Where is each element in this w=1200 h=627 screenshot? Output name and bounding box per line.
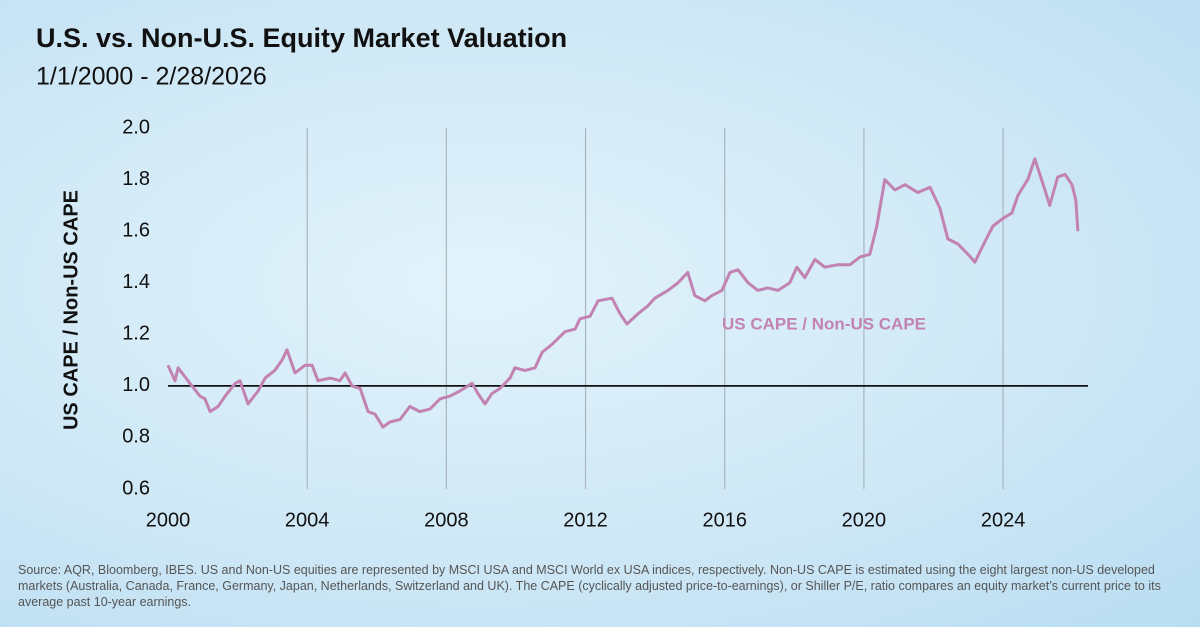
y-tick-label: 1.0 xyxy=(122,374,150,396)
y-tick-label: 1.6 xyxy=(122,219,150,241)
y-axis-label: US CAPE / Non-US CAPE xyxy=(60,190,82,430)
y-tick-label: 2.0 xyxy=(122,116,150,138)
y-tick-label: 0.8 xyxy=(122,426,150,448)
data-line xyxy=(166,157,1080,429)
x-tick-label: 2020 xyxy=(842,509,887,531)
y-tick-label: 1.2 xyxy=(122,323,150,345)
chart-title: U.S. vs. Non-U.S. Equity Market Valuatio… xyxy=(36,23,567,53)
x-tick-label: 2004 xyxy=(285,509,330,531)
y-tick-label: 1.8 xyxy=(122,168,150,190)
x-tick-label: 2016 xyxy=(702,509,747,531)
x-tick-label: 2024 xyxy=(981,509,1026,531)
y-tick-label: 0.6 xyxy=(122,477,150,499)
x-tick-label: 2012 xyxy=(563,509,608,531)
source-note: Source: AQR, Bloomberg, IBES. US and Non… xyxy=(18,563,1161,609)
x-tick-label: 2008 xyxy=(424,509,469,531)
chart: U.S. vs. Non-U.S. Equity Market Valuatio… xyxy=(36,23,1088,531)
chart-subtitle: 1/1/2000 - 2/28/2026 xyxy=(36,63,267,91)
series-label: US CAPE / Non-US CAPE xyxy=(722,314,926,333)
x-tick-label: 2000 xyxy=(146,509,191,531)
y-tick-label: 1.4 xyxy=(122,271,150,293)
